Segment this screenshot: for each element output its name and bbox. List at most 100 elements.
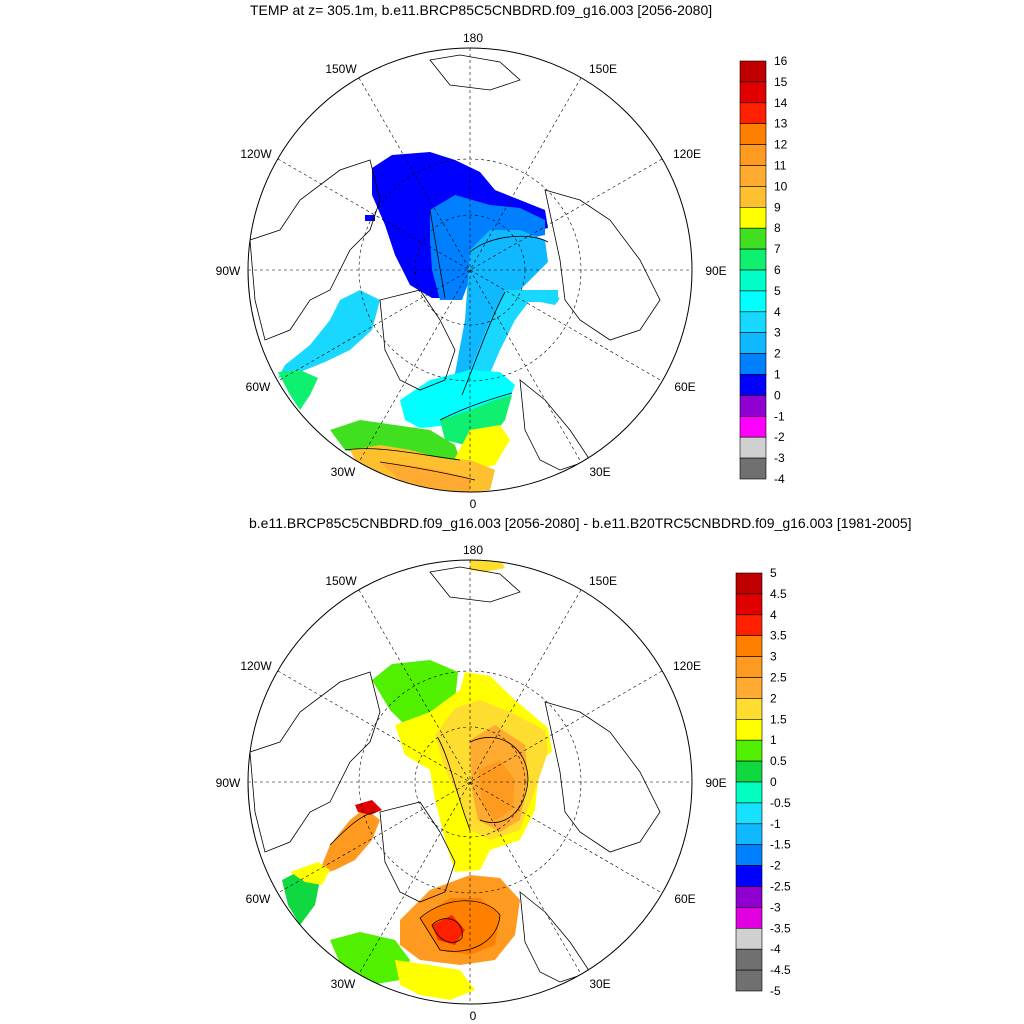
bottom-contour bbox=[431, 918, 463, 943]
top-coastline bbox=[379, 289, 456, 391]
top-lon-label-60w: 60W bbox=[246, 380, 271, 394]
colorbar-label: 3 bbox=[770, 650, 777, 664]
colorbar-swatch bbox=[735, 969, 763, 992]
top-coastline bbox=[249, 159, 381, 341]
colorbar-label: 4 bbox=[774, 305, 781, 319]
top-field-labrador bbox=[278, 290, 380, 378]
colorbar-label: -1 bbox=[774, 409, 785, 423]
colorbar-swatch bbox=[739, 102, 767, 125]
colorbar-swatch bbox=[735, 614, 763, 636]
colorbar-swatch bbox=[735, 698, 763, 720]
bottom-coastline bbox=[429, 566, 521, 603]
colorbar-swatch bbox=[739, 353, 767, 375]
top-map: 180 0 90W 90E 150W 120W 150E 120E 60W 30… bbox=[216, 31, 788, 511]
colorbar-swatch bbox=[735, 572, 763, 595]
panel-bottom-title: b.e11.BRCP85C5CNBDRD.f09_g16.003 [2056-2… bbox=[249, 515, 912, 531]
colorbar-swatch bbox=[735, 927, 763, 950]
colorbar-swatch bbox=[735, 760, 763, 783]
colorbar-swatch bbox=[739, 415, 767, 438]
colorbar-label: 0 bbox=[770, 775, 777, 789]
colorbar-label: 4.5 bbox=[770, 587, 787, 601]
colorbar-swatch bbox=[735, 677, 763, 699]
bottom-field-baffin bbox=[318, 808, 380, 875]
colorbar-label: 14 bbox=[774, 96, 788, 110]
top-field-patch bbox=[528, 290, 558, 302]
top-lon-label-30e: 30E bbox=[589, 465, 610, 479]
bottom-lon-label-150e: 150E bbox=[589, 574, 617, 588]
bottom-lon-label-60w: 60W bbox=[246, 892, 271, 906]
colorbar-label: 8 bbox=[774, 221, 781, 235]
bottom-lon-label-30e: 30E bbox=[589, 977, 610, 991]
colorbar-label: 9 bbox=[774, 200, 781, 214]
colorbar-swatch bbox=[735, 907, 763, 929]
top-lon-label-0: 0 bbox=[470, 497, 477, 511]
top-map-boundary bbox=[247, 47, 693, 493]
colorbar-label: 1.5 bbox=[770, 712, 787, 726]
top-coastline bbox=[429, 54, 521, 91]
bottom-map-data-fields bbox=[249, 560, 661, 1000]
colorbar-swatch bbox=[735, 802, 763, 825]
colorbar-swatch bbox=[739, 290, 767, 313]
top-field-nordic-9 bbox=[455, 425, 510, 470]
colorbar-swatch bbox=[735, 865, 763, 887]
colorbar-label: 2 bbox=[774, 347, 781, 361]
colorbar-swatch bbox=[739, 165, 767, 187]
colorbar-swatch bbox=[735, 718, 763, 741]
bottom-field-baffin-red bbox=[355, 800, 382, 815]
colorbar-swatch bbox=[739, 123, 767, 145]
bottom-field-labrador-yellow bbox=[290, 862, 330, 885]
bottom-contour bbox=[329, 811, 376, 846]
colorbar-swatch bbox=[735, 948, 763, 971]
top-coastline bbox=[519, 379, 591, 471]
colorbar-label: 3.5 bbox=[770, 629, 787, 643]
top-contour bbox=[469, 235, 549, 253]
colorbar-label: 10 bbox=[774, 179, 788, 193]
colorbar-label: 3 bbox=[774, 326, 781, 340]
bottom-lon-label-90w: 90W bbox=[216, 776, 241, 790]
colorbar-label: 0.5 bbox=[770, 754, 787, 768]
colorbar-label: -3 bbox=[770, 900, 781, 914]
colorbar-swatch bbox=[739, 269, 767, 292]
top-map-data-fields bbox=[249, 54, 661, 492]
bottom-lon-label-150w: 150W bbox=[325, 574, 357, 588]
colorbar-label: -4.5 bbox=[770, 963, 791, 977]
colorbar-swatch bbox=[739, 374, 767, 396]
bottom-lon-label-120e: 120E bbox=[673, 659, 701, 673]
colorbar-label: 5 bbox=[774, 284, 781, 298]
colorbar-swatch bbox=[735, 886, 763, 908]
colorbar-label: 4 bbox=[770, 608, 777, 622]
colorbar-swatch bbox=[739, 186, 767, 208]
bottom-lon-label-60e: 60E bbox=[674, 892, 695, 906]
colorbar-label: -0.5 bbox=[770, 796, 791, 810]
colorbar-label: 16 bbox=[774, 54, 788, 68]
colorbar-swatch bbox=[735, 656, 763, 678]
colorbar-label: 7 bbox=[774, 242, 781, 256]
colorbar-label: 1 bbox=[770, 733, 777, 747]
colorbar-swatch bbox=[739, 81, 767, 104]
bottom-field-nordic-yellow bbox=[395, 960, 475, 1000]
colorbar-swatch bbox=[739, 436, 767, 459]
colorbar-swatch bbox=[739, 311, 767, 333]
colorbar-swatch bbox=[739, 332, 767, 354]
top-field-atlantic-11 bbox=[380, 462, 470, 492]
colorbar-label: -2 bbox=[774, 430, 785, 444]
top-lon-label-120w: 120W bbox=[240, 147, 272, 161]
top-lon-label-90w: 90W bbox=[216, 264, 241, 278]
colorbar-swatch bbox=[735, 823, 763, 845]
top-field-nordic-8 bbox=[330, 420, 460, 465]
colorbar-swatch bbox=[735, 635, 763, 657]
bottom-contour bbox=[437, 737, 471, 831]
colorbar-label: -3 bbox=[774, 451, 785, 465]
colorbar-label: -1 bbox=[770, 817, 781, 831]
bottom-lon-label-90e: 90E bbox=[705, 776, 726, 790]
colorbar-label: -4 bbox=[774, 472, 785, 486]
bottom-lon-label-180: 180 bbox=[463, 543, 483, 557]
colorbar-swatch bbox=[735, 593, 763, 616]
bottom-map-boundary bbox=[247, 559, 693, 1005]
top-lon-label-60e: 60E bbox=[674, 380, 695, 394]
bottom-contour bbox=[419, 900, 501, 952]
top-contour bbox=[439, 392, 513, 421]
top-field-labrador-warm bbox=[278, 370, 318, 410]
